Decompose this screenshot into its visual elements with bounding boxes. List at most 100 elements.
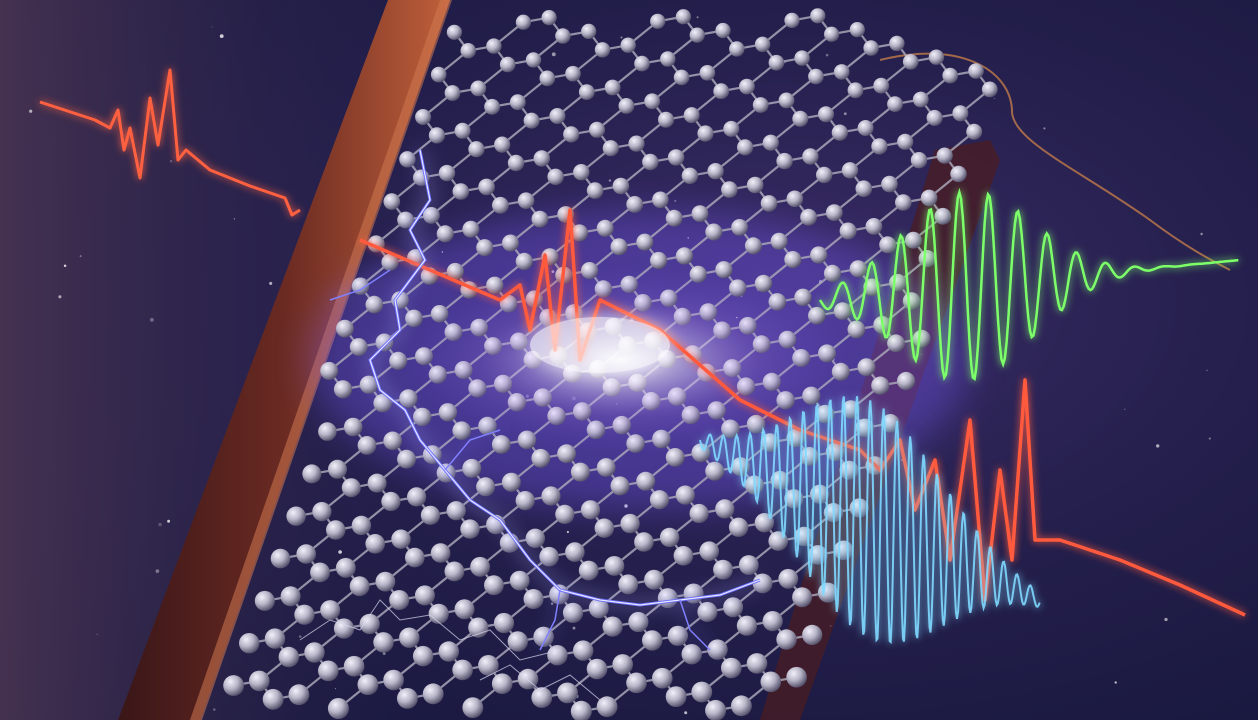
carbon-atom (707, 163, 724, 180)
carbon-atom (902, 54, 919, 70)
carbon-atom (493, 612, 515, 634)
carbon-atom (658, 111, 674, 128)
carbon-atom (849, 260, 867, 278)
carbon-atom (280, 586, 301, 607)
carbon-atom (628, 135, 645, 152)
carbon-atom (414, 585, 435, 606)
carbon-atom (531, 210, 549, 228)
carbon-atom (412, 645, 434, 667)
carbon-atom (351, 515, 372, 536)
star-particle (1155, 444, 1160, 448)
carbon-atom (881, 414, 900, 433)
carbon-atom (942, 67, 958, 84)
carbon-atom (335, 557, 356, 578)
carbon-atom (713, 559, 733, 580)
carbon-atom (610, 476, 630, 496)
carbon-atom (825, 442, 845, 462)
carbon-atom (739, 78, 755, 95)
carbon-atom (873, 77, 890, 94)
carbon-atom (531, 448, 551, 468)
carbon-atom (570, 462, 590, 482)
carbon-atom (399, 627, 420, 648)
carbon-atom (525, 52, 542, 68)
carbon-atom (365, 295, 384, 314)
carbon-atom (926, 109, 943, 126)
carbon-atom (897, 133, 914, 150)
carbon-atom (446, 262, 464, 281)
carbon-atom (705, 461, 725, 481)
carbon-atom (296, 544, 317, 564)
carbon-atom (531, 687, 553, 708)
carbon-atom (254, 590, 275, 611)
star-particle (79, 255, 82, 258)
carbon-atom (824, 26, 840, 42)
star-particle (213, 708, 216, 711)
carbon-atom (833, 302, 852, 320)
carbon-atom (904, 231, 922, 249)
carbon-atom (657, 588, 678, 609)
carbon-atom (667, 149, 685, 166)
carbon-atom (327, 698, 349, 719)
carbon-atom (928, 49, 945, 65)
carbon-atom (557, 682, 578, 704)
carbon-atom (831, 124, 848, 141)
star-particle (1164, 617, 1168, 622)
carbon-atom (760, 671, 782, 693)
carbon-atom (454, 599, 475, 620)
carbon-atom (604, 79, 621, 96)
carbon-atom (515, 252, 533, 270)
carbon-atom (239, 633, 260, 654)
star-particle (298, 635, 302, 638)
star-particle (551, 52, 556, 57)
carbon-atom (778, 92, 795, 109)
carbon-atom (452, 183, 470, 200)
carbon-atom (612, 654, 633, 675)
carbon-atom (825, 204, 843, 222)
carbon-atom (800, 208, 817, 226)
star-particle (1043, 127, 1046, 130)
carbon-atom (910, 152, 928, 169)
star-particle (843, 112, 847, 116)
carbon-atom (628, 611, 649, 633)
carbon-atom (697, 125, 714, 142)
carbon-atom (580, 500, 601, 520)
star-particle (1124, 408, 1126, 411)
carbon-atom (343, 417, 363, 437)
carbon-atom (438, 641, 459, 662)
carbon-atom (887, 334, 905, 353)
carbon-atom (715, 22, 731, 39)
carbon-atom (792, 587, 813, 608)
star-particle (572, 626, 576, 630)
star-particle (269, 281, 273, 285)
carbon-atom (588, 598, 609, 619)
carbon-atom (707, 639, 728, 660)
carbon-atom (675, 9, 692, 25)
carbon-atom (889, 273, 907, 292)
carbon-atom (936, 147, 953, 164)
carbon-atom (691, 205, 709, 223)
star-particle (382, 652, 386, 655)
carbon-atom (454, 122, 471, 139)
carbon-atom (428, 603, 449, 624)
carbon-atom (223, 675, 245, 696)
carbon-atom (683, 107, 700, 124)
star-particle (338, 550, 342, 554)
star-particle (219, 34, 224, 39)
carbon-atom (333, 618, 355, 639)
green-wave-line (818, 187, 1239, 381)
carbon-atom (689, 27, 705, 43)
carbon-atom (415, 109, 432, 125)
carbon-atom (778, 568, 799, 589)
carbon-atom (660, 51, 676, 67)
star-particle (158, 522, 162, 527)
carbon-atom (642, 153, 659, 171)
carbon-atom (652, 667, 673, 689)
carbon-atom (760, 433, 780, 452)
hotspot (530, 317, 670, 373)
carbon-atom (444, 85, 461, 101)
carbon-atom (737, 139, 754, 156)
star-particle (233, 218, 236, 220)
red-pulse-left (39, 68, 301, 217)
carbon-atom (794, 50, 810, 66)
carbon-atom (667, 625, 689, 646)
